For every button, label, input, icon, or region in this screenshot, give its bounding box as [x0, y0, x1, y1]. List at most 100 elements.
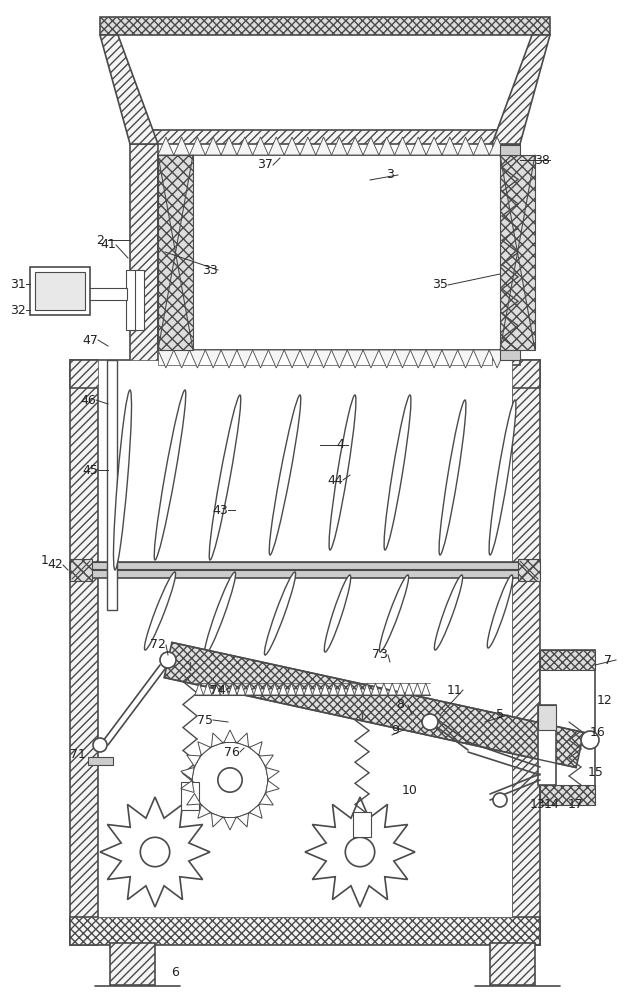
Polygon shape	[442, 137, 457, 155]
Bar	[490, 943, 535, 985]
Text: 12: 12	[597, 694, 613, 706]
Polygon shape	[245, 683, 254, 695]
Polygon shape	[388, 683, 396, 695]
Ellipse shape	[265, 572, 296, 655]
Text: 45: 45	[82, 464, 98, 477]
Polygon shape	[260, 755, 273, 766]
Ellipse shape	[379, 575, 409, 652]
Text: 4: 4	[336, 438, 344, 452]
Polygon shape	[237, 813, 248, 827]
Bar	[500, 155, 535, 350]
Text: 2: 2	[96, 233, 104, 246]
Text: 9: 9	[391, 724, 399, 736]
Polygon shape	[260, 794, 273, 805]
Polygon shape	[489, 137, 505, 155]
Bar	[70, 360, 98, 945]
Circle shape	[345, 837, 374, 867]
Ellipse shape	[489, 400, 516, 555]
Polygon shape	[321, 683, 329, 695]
Text: 15: 15	[588, 766, 604, 778]
Polygon shape	[224, 818, 236, 830]
Ellipse shape	[434, 575, 462, 650]
Bar	[512, 360, 540, 945]
Circle shape	[581, 731, 599, 749]
Circle shape	[493, 793, 507, 807]
Bar	[538, 705, 556, 785]
Polygon shape	[158, 350, 173, 368]
Polygon shape	[164, 642, 584, 768]
Polygon shape	[212, 733, 223, 747]
Polygon shape	[262, 683, 271, 695]
Polygon shape	[250, 742, 262, 755]
Bar	[353, 812, 371, 837]
Polygon shape	[173, 137, 190, 155]
Polygon shape	[305, 797, 415, 907]
Polygon shape	[221, 350, 237, 368]
Bar	[158, 155, 505, 350]
Polygon shape	[331, 137, 348, 155]
Polygon shape	[253, 137, 268, 155]
Text: 35: 35	[432, 278, 448, 292]
Polygon shape	[224, 730, 236, 742]
Text: 38: 38	[534, 153, 550, 166]
Polygon shape	[237, 733, 248, 747]
Bar	[181, 782, 199, 810]
Text: 74: 74	[210, 684, 226, 696]
Polygon shape	[300, 137, 316, 155]
Polygon shape	[338, 683, 346, 695]
Polygon shape	[457, 137, 474, 155]
Polygon shape	[442, 350, 457, 368]
Text: 11: 11	[447, 684, 463, 696]
Bar	[70, 559, 92, 581]
Polygon shape	[212, 813, 223, 827]
Polygon shape	[198, 805, 210, 818]
Bar	[35, 272, 85, 310]
Circle shape	[218, 768, 242, 792]
Polygon shape	[313, 683, 321, 695]
Bar	[492, 130, 520, 365]
Polygon shape	[203, 683, 212, 695]
Polygon shape	[304, 683, 313, 695]
Polygon shape	[100, 797, 210, 907]
Bar	[30, 267, 90, 315]
Bar	[500, 350, 520, 360]
Polygon shape	[492, 35, 550, 144]
Polygon shape	[426, 350, 442, 368]
Text: 7: 7	[604, 654, 612, 666]
Bar	[110, 943, 155, 985]
Polygon shape	[363, 350, 379, 368]
Circle shape	[422, 714, 438, 730]
Polygon shape	[300, 350, 316, 368]
Ellipse shape	[205, 572, 236, 655]
Polygon shape	[237, 350, 253, 368]
Ellipse shape	[209, 395, 241, 560]
Polygon shape	[268, 350, 284, 368]
Polygon shape	[371, 683, 379, 695]
Polygon shape	[195, 683, 203, 695]
Text: 41: 41	[100, 238, 116, 251]
Bar	[70, 360, 540, 388]
Text: 46: 46	[80, 393, 96, 406]
Polygon shape	[181, 768, 194, 779]
Polygon shape	[220, 683, 228, 695]
Text: 47: 47	[82, 334, 98, 347]
Text: 73: 73	[372, 648, 388, 662]
Bar	[540, 650, 595, 805]
Polygon shape	[284, 350, 300, 368]
Polygon shape	[396, 683, 405, 695]
Polygon shape	[181, 781, 194, 792]
Text: 8: 8	[396, 698, 404, 712]
Bar	[88, 757, 113, 765]
Polygon shape	[413, 683, 422, 695]
Bar	[500, 145, 520, 155]
Polygon shape	[279, 683, 287, 695]
Polygon shape	[457, 350, 474, 368]
Polygon shape	[187, 794, 200, 805]
Text: 31: 31	[10, 277, 26, 290]
Bar	[158, 144, 492, 365]
Polygon shape	[198, 742, 210, 755]
Bar	[540, 785, 595, 805]
Polygon shape	[426, 137, 442, 155]
Polygon shape	[348, 350, 363, 368]
Circle shape	[93, 738, 107, 752]
